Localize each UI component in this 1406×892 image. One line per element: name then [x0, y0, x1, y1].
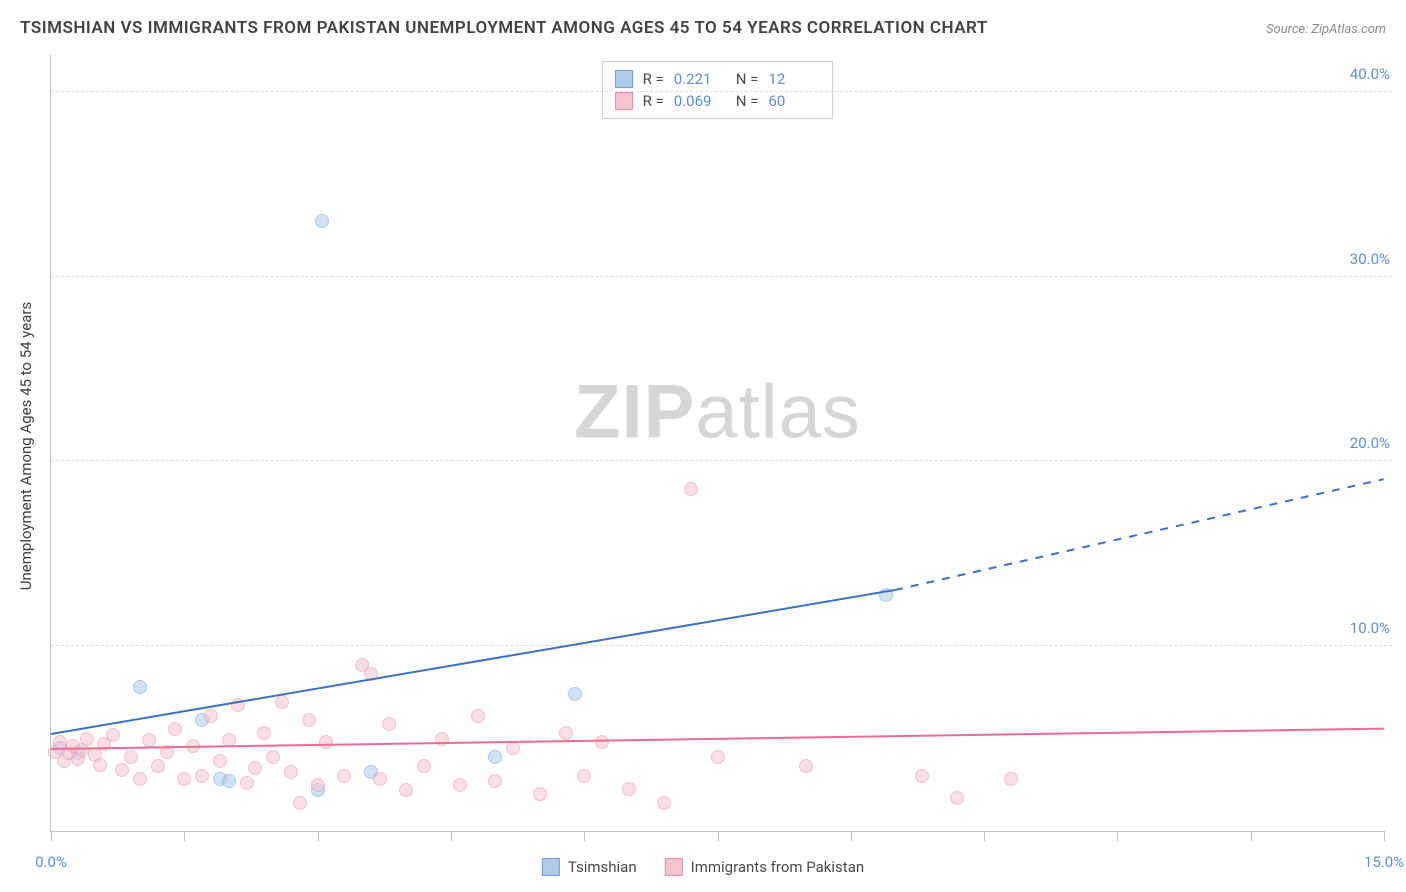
gridline [51, 91, 1392, 92]
data-point [657, 796, 671, 810]
data-point [373, 772, 387, 786]
y-tick-label: 30.0% [1350, 250, 1390, 268]
legend-swatch [615, 92, 633, 110]
x-tick [584, 831, 585, 841]
gridline [51, 645, 1392, 646]
x-tick [1117, 831, 1118, 841]
series-name: Tsimshian [568, 858, 637, 876]
data-point [684, 482, 698, 496]
data-point [168, 722, 182, 736]
data-point [488, 774, 502, 788]
data-point [311, 778, 325, 792]
watermark: ZIPatlas [574, 368, 861, 455]
data-point [177, 772, 191, 786]
x-tick [1384, 831, 1385, 841]
data-point [257, 726, 271, 740]
data-point [399, 783, 413, 797]
y-tick-label: 20.0% [1350, 434, 1390, 452]
series-legend-item: Tsimshian [542, 858, 637, 876]
legend-r-label: R = [643, 70, 664, 88]
data-point [417, 759, 431, 773]
legend-r-value: 0.069 [674, 92, 726, 110]
chart-title: TSIMSHIAN VS IMMIGRANTS FROM PAKISTAN UN… [20, 18, 988, 38]
x-tick-label: 15.0% [1364, 853, 1404, 871]
chart-plot-area: ZIPatlas R =0.221N =12R =0.069N =60 10.0… [50, 55, 1384, 832]
data-point [115, 763, 129, 777]
x-tick [51, 831, 52, 841]
gridline [51, 460, 1392, 461]
gridline [51, 276, 1392, 277]
legend-n-value: 60 [768, 92, 820, 110]
legend-row: R = 0.221 N = 12 [615, 68, 821, 90]
legend-n-label: N = [736, 92, 759, 110]
x-tick [184, 831, 185, 841]
legend-r-value: 0.221 [674, 70, 726, 88]
legend-n-value: 12 [768, 70, 820, 88]
data-point [93, 758, 107, 772]
data-point [133, 680, 147, 694]
y-tick-label: 40.0% [1350, 65, 1390, 83]
series-legend: Tsimshian Immigrants from Pakistan [542, 858, 864, 876]
series-name: Immigrants from Pakistan [691, 858, 865, 876]
x-tick [984, 831, 985, 841]
data-point [319, 735, 333, 749]
x-tick [851, 831, 852, 841]
legend-n-label: N = [736, 70, 759, 88]
data-point [142, 733, 156, 747]
trend-line [895, 478, 1384, 591]
data-point [1004, 772, 1018, 786]
trend-line [51, 727, 1384, 749]
x-tick [1251, 831, 1252, 841]
legend-r-label: R = [643, 92, 664, 110]
data-point [622, 782, 636, 796]
y-tick-label: 10.0% [1350, 619, 1390, 637]
legend-swatch [665, 858, 683, 876]
data-point [275, 695, 289, 709]
x-tick [451, 831, 452, 841]
data-point [106, 728, 120, 742]
data-point [266, 750, 280, 764]
series-legend-item: Immigrants from Pakistan [665, 858, 865, 876]
legend-row: R = 0.069 N = 60 [615, 90, 821, 112]
data-point [293, 796, 307, 810]
data-point [151, 759, 165, 773]
legend-swatch [542, 858, 560, 876]
x-tick [318, 831, 319, 841]
x-tick-label: 0.0% [35, 853, 67, 871]
data-point [124, 750, 138, 764]
data-point [595, 735, 609, 749]
data-point [204, 709, 218, 723]
data-point [315, 214, 329, 228]
data-point [240, 776, 254, 790]
data-point [915, 769, 929, 783]
y-axis-title: Unemployment Among Ages 45 to 54 years [17, 302, 35, 590]
x-tick [718, 831, 719, 841]
data-point [568, 687, 582, 701]
data-point [453, 778, 467, 792]
data-point [80, 732, 94, 746]
data-point [471, 709, 485, 723]
data-point [284, 765, 298, 779]
data-point [559, 726, 573, 740]
data-point [950, 791, 964, 805]
data-point [133, 772, 147, 786]
data-point [248, 761, 262, 775]
legend-swatch [615, 70, 633, 88]
data-point [488, 750, 502, 764]
data-point [222, 774, 236, 788]
data-point [533, 787, 547, 801]
data-point [577, 769, 591, 783]
data-point [213, 754, 227, 768]
source-label: Source: ZipAtlas.com [1266, 22, 1386, 37]
data-point [382, 717, 396, 731]
data-point [799, 759, 813, 773]
data-point [302, 713, 316, 727]
data-point [337, 769, 351, 783]
data-point [195, 769, 209, 783]
data-point [711, 750, 725, 764]
